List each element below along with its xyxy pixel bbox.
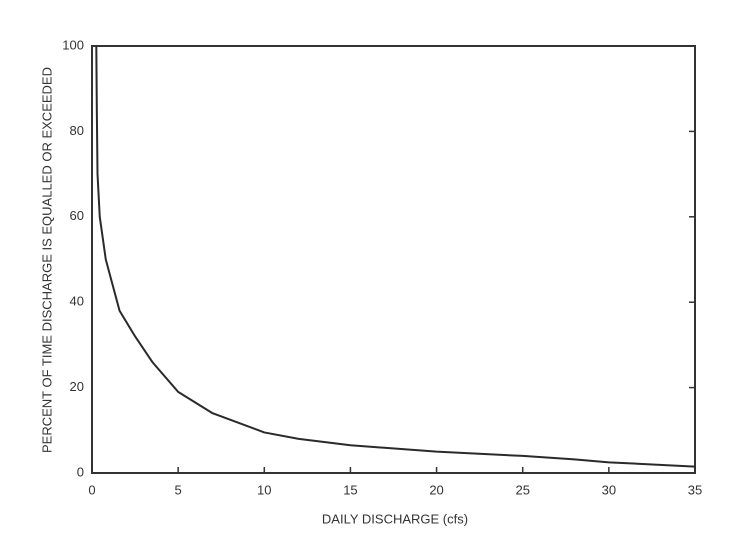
plot-frame [91,45,696,474]
x-tick-label: 5 [175,482,182,497]
y-tick-label: 60 [70,208,84,223]
y-tick-label: 100 [62,37,84,52]
x-axis-label: DAILY DISCHARGE (cfs) [322,511,468,526]
data-line [95,45,696,468]
x-tick-label: 25 [515,482,529,497]
x-tick-label: 0 [88,482,95,497]
x-tick-label: 35 [688,482,702,497]
y-tick-label: 80 [70,123,84,138]
x-tick-label: 15 [343,482,357,497]
y-tick-label: 20 [70,379,84,394]
x-tick-label: 20 [429,482,443,497]
x-tick-label: 10 [257,482,271,497]
y-tick-label: 40 [70,294,84,309]
y-axis-label: PERCENT OF TIME DISCHARGE IS EQUALLED OR… [39,67,54,453]
y-tick-label: 0 [77,464,84,479]
x-tick-label: 30 [602,482,616,497]
